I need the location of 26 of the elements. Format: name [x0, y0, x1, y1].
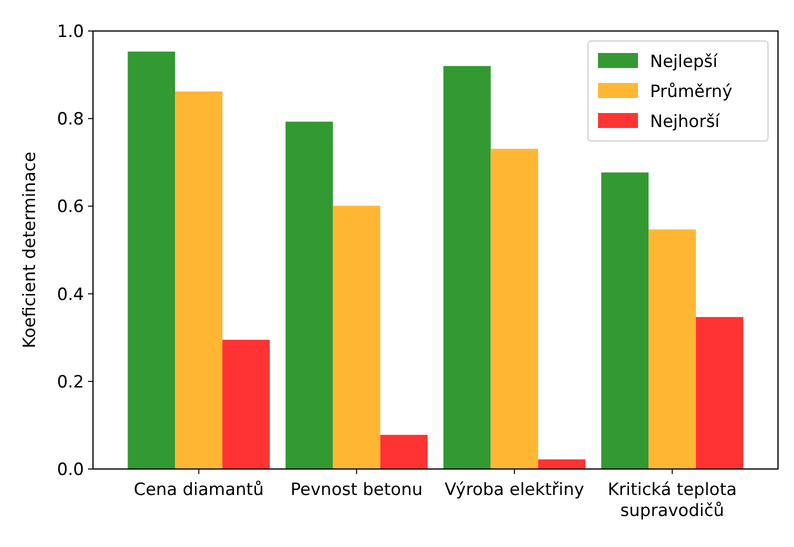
- bar: [538, 459, 586, 469]
- bar: [380, 434, 428, 469]
- y-tick-label: 0.4: [56, 284, 84, 305]
- x-tick-label: Cena diamantů: [134, 480, 264, 500]
- bar: [696, 317, 744, 469]
- legend-label: Nejlepší: [650, 52, 719, 72]
- x-tick-label: Pevnost betonu: [290, 480, 423, 500]
- x-tick-label: Výroba elektřiny: [444, 480, 584, 500]
- y-axis-title: Koeficient determinace: [20, 152, 40, 348]
- bar: [332, 206, 380, 469]
- legend-label: Průměrný: [650, 82, 732, 102]
- bar: [490, 148, 538, 469]
- bar: [443, 66, 491, 469]
- bar: [175, 91, 222, 469]
- legend-label: Nejhorší: [650, 112, 721, 132]
- bar: [128, 52, 176, 469]
- y-tick-label: 0.2: [56, 372, 84, 392]
- y-tick-label: 0.8: [56, 110, 84, 130]
- bar: [286, 122, 333, 469]
- bar: [601, 172, 649, 469]
- bar: [222, 340, 270, 469]
- y-tick-label: 1.0: [56, 22, 84, 42]
- y-tick-label: 0.0: [56, 460, 84, 480]
- x-tick-label: Kritická teplota supravodičů: [608, 480, 737, 521]
- bar: [648, 229, 696, 469]
- y-tick-label: 0.6: [56, 197, 84, 218]
